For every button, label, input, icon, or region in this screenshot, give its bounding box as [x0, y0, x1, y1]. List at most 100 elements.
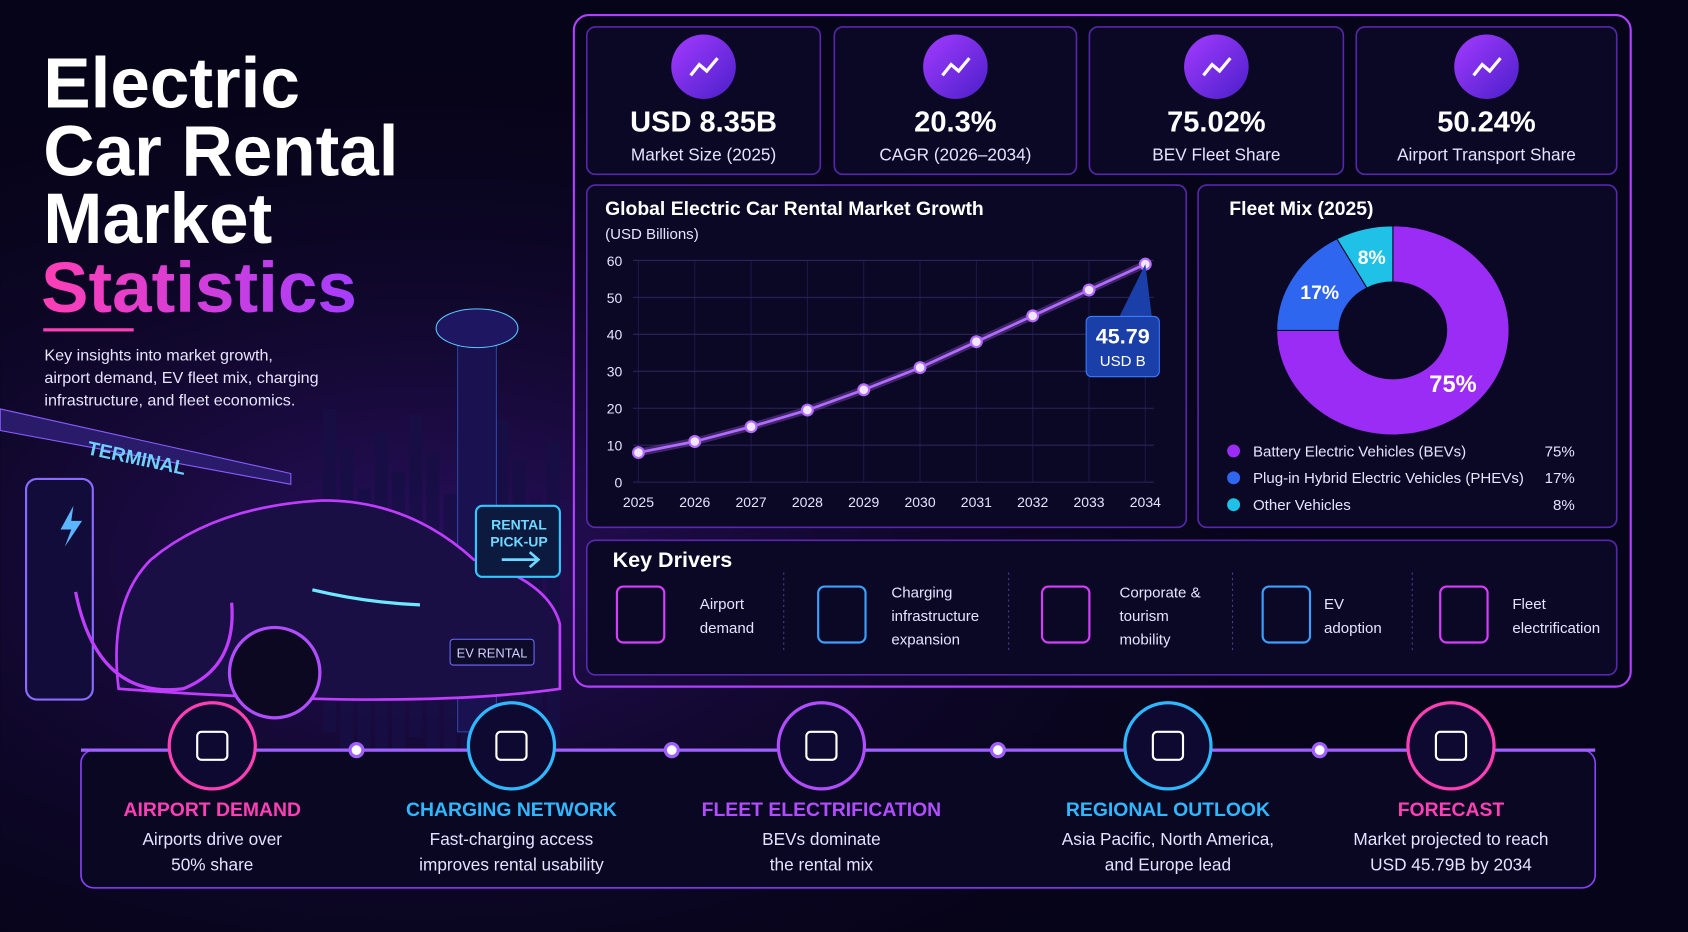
rental-arrow	[501, 551, 541, 569]
timeline-dot	[989, 742, 1006, 759]
kpi-glyph	[941, 57, 971, 77]
timeline-glyph	[495, 730, 528, 761]
terminal-roof	[0, 408, 292, 485]
kpi-label: BEV Fleet Share	[1152, 144, 1280, 164]
legend-value: 8%	[1553, 497, 1575, 514]
driver-icon	[817, 585, 867, 644]
driver-text: Corporate &	[1120, 584, 1201, 601]
kpi-value: USD 8.35B	[630, 106, 777, 138]
pie-slice	[1276, 225, 1510, 436]
kpi-value: 50.24%	[1437, 106, 1536, 138]
data-point	[1082, 283, 1096, 297]
timeline-title: FLEET ELECTRIFICATION	[702, 799, 941, 821]
timeline-text: improves rental usability	[419, 855, 604, 875]
rental-sign-text: RENTAL	[491, 516, 547, 532]
y-tick-label: 60	[607, 253, 623, 269]
y-tick-label: 10	[607, 438, 623, 454]
timeline-dot	[1311, 742, 1328, 759]
rental-sign-text: PICK-UP	[490, 534, 548, 550]
timeline-text: Asia Pacific, North America,	[1062, 829, 1274, 849]
driver-text: adoption	[1324, 620, 1382, 637]
data-point	[969, 335, 983, 349]
kpi-label: Market Size (2025)	[631, 144, 776, 164]
x-tick-label: 2025	[623, 494, 654, 510]
x-tick-label: 2028	[792, 494, 823, 510]
driver-text: EV	[1324, 596, 1344, 613]
driver-text: Charging	[891, 584, 952, 601]
kpi-glyph	[689, 57, 719, 77]
annotation-box	[1085, 315, 1160, 378]
timeline-title: REGIONAL OUTLOOK	[1066, 799, 1270, 821]
legend-label: Plug-in Hybrid Electric Vehicles (PHEVs)	[1253, 470, 1524, 487]
charger	[25, 477, 94, 701]
data-point	[913, 361, 927, 375]
title-highlight: Statistics	[41, 249, 357, 328]
timeline-icon	[1123, 701, 1213, 791]
y-tick-label: 0	[615, 475, 623, 491]
driver-text: Airport	[700, 596, 745, 613]
driver-text: demand	[700, 620, 754, 637]
timeline-title: CHARGING NETWORK	[406, 799, 617, 821]
timeline-title: AIRPORT DEMAND	[124, 799, 301, 821]
timeline-glyph	[1434, 730, 1468, 761]
kpi-card	[1355, 26, 1618, 176]
dashboard-frame	[572, 13, 1632, 688]
driver-text: mobility	[1120, 632, 1171, 649]
y-tick-label: 40	[607, 327, 623, 343]
x-tick-label: 2034	[1130, 494, 1161, 510]
annotation-value: 45.79	[1096, 324, 1150, 348]
timeline-text: Airports drive over	[142, 829, 282, 849]
timeline-text: 50% share	[171, 855, 253, 875]
legend-value: 75%	[1545, 443, 1575, 460]
y-tick-label: 20	[607, 401, 623, 417]
timeline-title: FORECAST	[1398, 799, 1505, 821]
driver-text: infrastructure	[891, 608, 979, 625]
data-point	[800, 403, 814, 417]
kpi-label: Airport Transport Share	[1397, 144, 1576, 164]
kpi-value: 75.02%	[1167, 106, 1266, 138]
driver-icon	[1439, 585, 1489, 644]
timeline-glyph	[805, 730, 838, 761]
y-tick-label: 30	[607, 364, 623, 380]
slice-label: 75%	[1429, 372, 1476, 398]
x-tick-label: 2029	[848, 494, 879, 510]
charger-bolt	[60, 505, 83, 547]
x-tick-label: 2033	[1073, 494, 1104, 510]
legend-dot	[1227, 498, 1241, 512]
timeline-text: USD 45.79B by 2034	[1370, 855, 1532, 875]
plate-text: EV RENTAL	[457, 646, 528, 661]
timeline-glyph	[1151, 730, 1185, 761]
slice-label: 17%	[1300, 282, 1339, 304]
legend-label: Other Vehicles	[1253, 497, 1351, 514]
subtitle-line: airport demand, EV fleet mix, charging	[44, 369, 318, 387]
tower-top	[435, 308, 519, 349]
x-tick-label: 2032	[1017, 494, 1048, 510]
subtitle-line: infrastructure, and fleet economics.	[44, 392, 295, 410]
car-headlight	[311, 588, 421, 607]
legend-value: 17%	[1545, 470, 1575, 487]
plate	[449, 638, 535, 666]
driver-icon	[1040, 585, 1091, 644]
annotation-unit: USD B	[1100, 353, 1146, 370]
timeline-icon	[776, 701, 867, 791]
data-point	[1026, 309, 1040, 323]
pie-slice	[1336, 225, 1394, 289]
timeline-text: Market projected to reach	[1353, 829, 1548, 849]
legend-dot	[1227, 444, 1241, 458]
title-line: Car Rental	[43, 112, 398, 191]
y-tick-label: 50	[607, 290, 623, 306]
driver-text: expansion	[891, 632, 960, 649]
key-drivers-title: Key Drivers	[613, 548, 733, 572]
annotation-pointer	[1119, 264, 1152, 317]
title-line: Market	[43, 180, 272, 259]
driver-icon	[615, 585, 666, 644]
cable	[74, 591, 234, 692]
timeline-icon	[167, 701, 257, 791]
car-wheel	[227, 625, 322, 720]
timeline-dot	[348, 742, 365, 759]
kpi-value: 20.3%	[914, 106, 997, 138]
chart-title: Fleet Mix (2025)	[1229, 198, 1373, 220]
car-body	[115, 499, 562, 701]
chart-title: Global Electric Car Rental Market Growth	[605, 198, 984, 220]
